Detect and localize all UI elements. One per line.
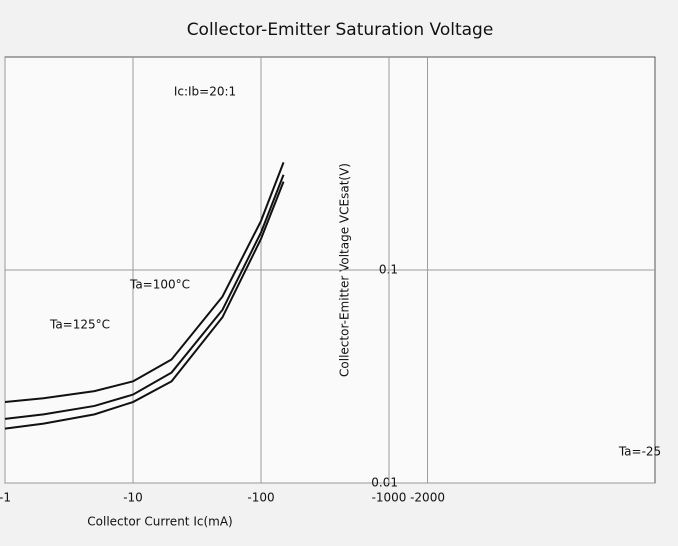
y-tick-label: 0.1 [379, 263, 398, 277]
x-tick-label: -2000 [410, 491, 445, 505]
x-tick-label: -100 [247, 491, 274, 505]
x-tick-label: -1 [0, 491, 11, 505]
x-axis-label: Collector Current Ic(mA) [87, 515, 232, 529]
annotation: Ic:Ib=20:1 [174, 85, 236, 99]
series-label: Ta=100°C [129, 278, 190, 292]
series-label: Ta=125°C [49, 318, 110, 332]
chart-title: Collector-Emitter Saturation Voltage [187, 20, 494, 40]
chart: Collector-Emitter Saturation Voltage Ic:… [0, 0, 678, 546]
x-tick-label: -10 [123, 491, 143, 505]
x-tick-label: -1000 [372, 491, 407, 505]
y-tick-label: 0.01 [371, 476, 398, 490]
series-label: Ta=-25 [618, 445, 661, 459]
